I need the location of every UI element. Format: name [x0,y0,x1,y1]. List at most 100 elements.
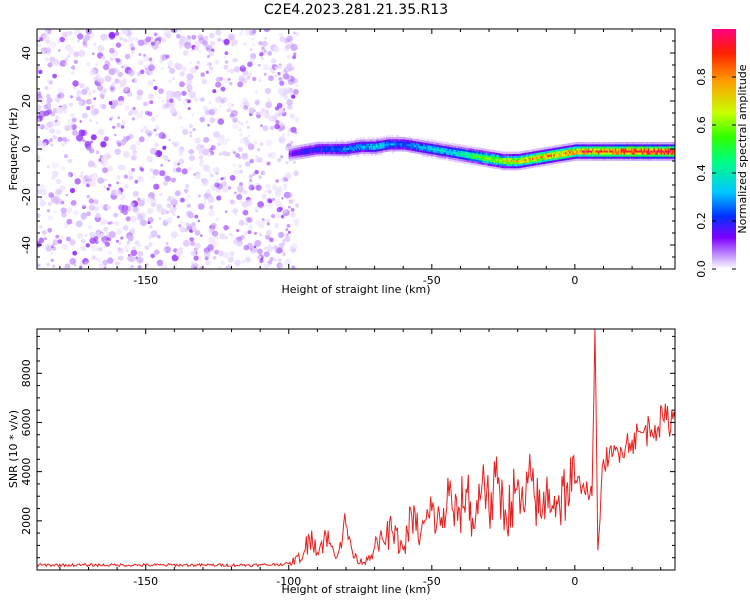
ridge-cell [363,153,365,156]
ridge-cell [630,144,633,147]
ridge-cell [416,139,418,142]
ridge-cell [336,143,338,147]
ridge-cell [433,154,435,157]
ridge-cell [310,153,312,156]
ridge-cell [371,151,374,154]
ridge-cell [437,152,440,156]
noise-speck [69,126,73,129]
noise-speck [37,140,43,147]
ridge-cell [559,154,561,158]
ridge-cell [483,156,485,159]
ridge-cell [652,146,654,149]
ridge-cell [459,148,461,151]
ridge-cell [368,141,371,144]
noise-speck [241,77,248,84]
noise-speck [268,115,275,122]
ridge-cell [297,153,299,156]
ridge-cell [391,138,394,142]
ridge-cell [640,146,643,149]
ridge-cell [530,149,533,152]
ridge-cell [633,156,636,159]
ridge-cell [516,157,518,161]
ridge-cell [381,146,384,149]
noise-speck [245,199,253,207]
ridge-cell [500,165,503,168]
noise-speck [59,36,65,43]
ridge-cell [557,147,560,150]
noise-speck [179,35,186,42]
ridge-cell [640,156,643,159]
noise-speck [239,199,243,203]
ridge-cell [507,165,510,169]
ridge-cell [624,144,627,147]
ridge-cell [665,146,667,149]
ridge-cell [554,161,557,165]
ridge-cell [383,150,385,153]
ridge-cell [559,156,561,160]
ridge-cell [366,149,368,152]
ridge-cell [532,165,534,168]
ridge-cell [569,145,571,148]
ridge-cell [560,160,563,164]
noise-speck [85,243,91,248]
snr-series-line [37,329,675,568]
ridge-cell [446,148,448,151]
ridge-cell [663,152,666,155]
ridge-cell [570,155,573,158]
noise-speck [138,213,142,217]
ridge-cell [643,158,646,161]
ridge-cell [469,145,471,149]
ridge-cell [429,145,431,148]
ridge-cell [652,152,654,155]
noise-speck [110,57,114,61]
ridge-cell [663,154,666,157]
ridge-cell [317,147,319,151]
ridge-cell [669,156,671,159]
ridge-cell [414,149,417,152]
ridge-cell [589,152,591,155]
noise-speck [61,266,66,269]
colorbar-ticks: 0.00.20.40.60.8 [695,68,736,278]
noise-speck [151,41,155,46]
noise-speck [182,50,189,56]
noise-speck [114,148,121,155]
ridge-cell [544,149,547,152]
noise-speck [211,230,219,237]
ridge-cell [623,150,626,153]
ridge-cell [443,143,445,146]
noise-speck [249,48,253,52]
ridge-cell [584,154,587,157]
ridge-cell [338,143,341,147]
ridge-cell [533,155,535,158]
noise-speck [204,109,211,116]
ridge-cell [550,152,553,155]
ridge-cell [557,155,560,158]
ridge-cell [496,152,498,155]
ridge-cell [517,165,520,169]
ridge-cell [616,142,618,145]
ridge-cell [424,146,427,149]
ridge-cell [383,148,385,151]
noise-speck [122,64,127,69]
ridge-cell [642,154,644,157]
ridge-cell [303,156,305,159]
ridge-cell [374,145,377,148]
ridge-cell [517,168,520,171]
ridge-cell [397,136,400,140]
ridge-cell [386,145,388,148]
ridge-cell [557,151,560,154]
ridge-cell [314,146,317,149]
ridge-cell [441,147,444,150]
ridge-cell [582,158,584,161]
noise-speck [114,133,117,137]
ridge-cell [307,151,309,154]
ridge-cell [506,157,508,161]
ridge-cell [549,150,551,153]
ridge-cell [479,153,481,157]
noise-speck [268,75,274,82]
ridge-cell [496,158,498,161]
noise-speck [73,263,77,267]
ridge-cell [660,146,663,149]
ridge-cell [607,154,610,157]
ridge-cell [457,160,460,163]
